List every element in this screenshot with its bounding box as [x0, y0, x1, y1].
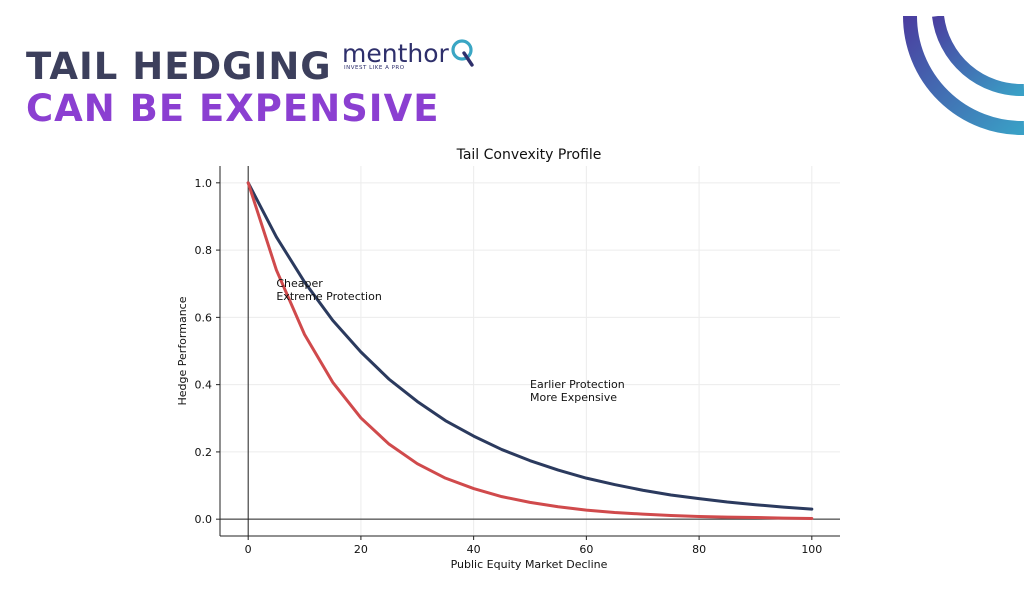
title-line-1: TAIL HEDGING — [26, 45, 332, 88]
brand-tagline: INVEST LIKE A PRO — [344, 65, 405, 71]
x-tick-label: 100 — [801, 543, 822, 556]
chart-annotations: Cheaper Extreme Protection Earlier Protect… — [276, 277, 624, 404]
y-tick-label: 0.2 — [195, 446, 213, 459]
y-tick-label: 0.4 — [195, 379, 213, 392]
corner-arcs-icon — [900, 15, 1024, 144]
chart-series — [246, 181, 814, 521]
y-tick-label: 1.0 — [195, 177, 213, 190]
y-tick-label: 0.0 — [195, 513, 213, 526]
series-line-1 — [246, 181, 814, 521]
brand-name: menthor — [342, 39, 449, 68]
y-tick-label: 0.6 — [195, 311, 213, 324]
x-tick-label: 60 — [579, 543, 593, 556]
chart-title: Tail Convexity Profile — [456, 147, 602, 163]
y-axis-label: Hedge Performance — [176, 296, 189, 405]
annotation-0: Cheaper Extreme Protection — [276, 277, 381, 303]
chart-axes — [219, 166, 840, 537]
brand-logo: menthor INVEST LIKE A PRO — [342, 38, 476, 75]
annotation-line: More Expensive — [530, 391, 617, 404]
annotation-1: Earlier Protection More Expensive — [530, 378, 625, 404]
x-tick-label: 0 — [245, 543, 252, 556]
series-line-0 — [246, 181, 814, 511]
title-line-2: CAN BE EXPENSIVE — [26, 87, 440, 130]
x-tick-label: 20 — [354, 543, 368, 556]
brand-q-icon — [450, 38, 476, 72]
x-tick-label: 40 — [467, 543, 481, 556]
x-tick-label: 80 — [692, 543, 706, 556]
y-tick-label: 0.8 — [195, 244, 213, 257]
chart-ticks: 0 20 40 60 80 100 0.0 0.2 0.4 0.6 0.8 1.0 — [195, 177, 823, 556]
annotation-line: Cheaper — [276, 277, 323, 290]
annotation-line: Earlier Protection — [530, 378, 625, 391]
x-axis-label: Public Equity Market Decline — [451, 558, 608, 571]
slide-title: TAIL HEDGING CAN BE EXPENSIVE — [26, 46, 439, 130]
annotation-line: Extreme Protection — [276, 290, 381, 303]
